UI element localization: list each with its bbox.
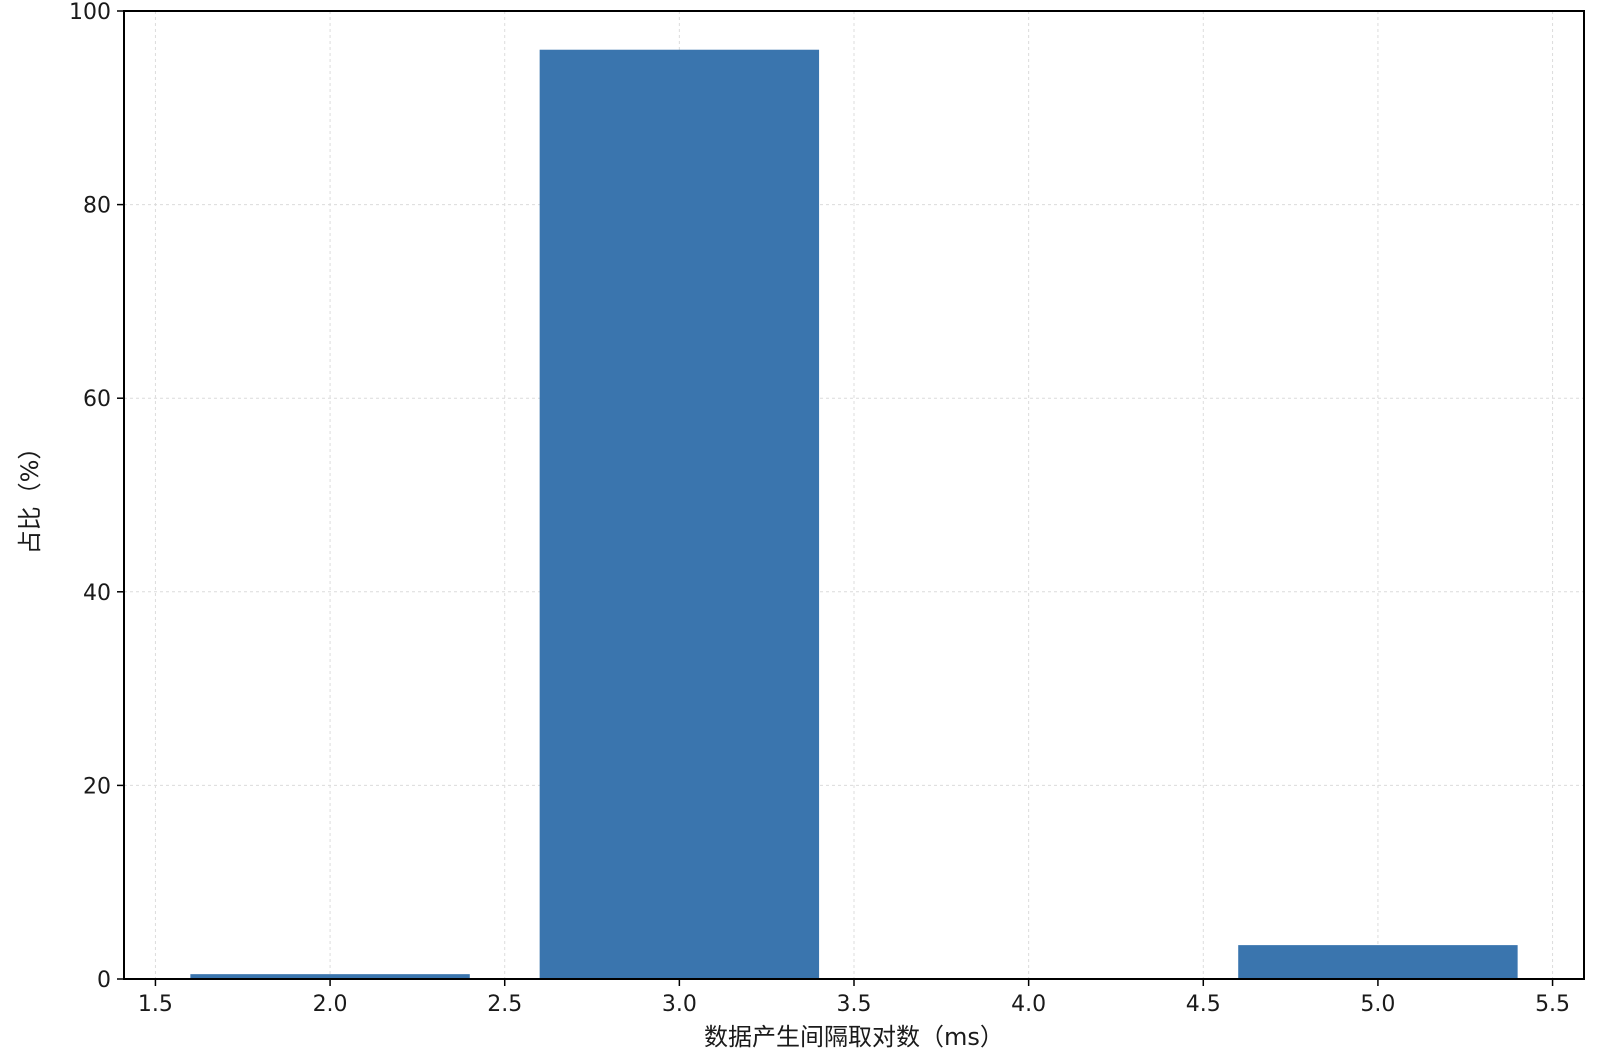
tick-layer: 1.5 2.0 2.5 3.0 3.5 4.0 4.5 5.0 5.5 0 20 40 60 80 100 — [69, 0, 1570, 1017]
x-tick-label: 5.0 — [1360, 992, 1395, 1017]
y-tick-label: 80 — [83, 194, 111, 219]
x-tick-label: 3.0 — [662, 992, 697, 1017]
x-tick-label: 2.0 — [313, 992, 348, 1017]
x-tick-label: 3.5 — [837, 992, 872, 1017]
y-tick-label: 100 — [69, 0, 111, 25]
x-tick-label: 4.5 — [1186, 992, 1221, 1017]
x-tick-label: 2.5 — [487, 992, 522, 1017]
x-axis-title: 数据产生间隔取对数（ms） — [704, 1023, 1004, 1051]
bar — [539, 49, 820, 980]
grid-layer — [124, 10, 1584, 980]
x-tick-label: 4.0 — [1011, 992, 1046, 1017]
y-tick-label: 40 — [83, 581, 111, 606]
bar — [1238, 945, 1518, 979]
bar-layer — [190, 49, 1518, 980]
y-tick-label: 0 — [97, 968, 111, 993]
x-tick-label: 1.5 — [138, 992, 173, 1017]
y-axis-title: 占比（%） — [16, 436, 44, 555]
y-tick-label: 20 — [83, 774, 111, 799]
y-tick-label: 60 — [83, 387, 111, 412]
x-tick-label: 5.5 — [1535, 992, 1570, 1017]
bar — [190, 974, 470, 979]
